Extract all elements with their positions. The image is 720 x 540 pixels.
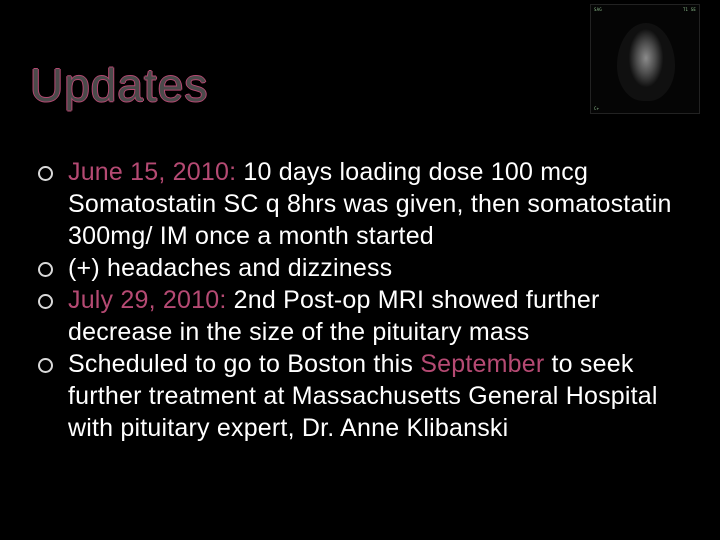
highlighted-text: June 15, 2010: xyxy=(68,158,236,186)
bullet-item: (+) headaches and dizziness xyxy=(36,252,690,284)
mri-thumbnail: SAG T1 SE C+ xyxy=(590,4,700,114)
body-text: Scheduled to go to Boston this xyxy=(68,350,420,378)
slide-body: June 15, 2010: 10 days loading dose 100 … xyxy=(36,156,690,444)
bullet-list: June 15, 2010: 10 days loading dose 100 … xyxy=(36,156,690,444)
mri-overlay-text: SAG xyxy=(594,7,602,12)
bullet-item: Scheduled to go to Boston this September… xyxy=(36,348,690,444)
slide-title: Updates xyxy=(30,58,208,112)
highlighted-text: September xyxy=(420,350,544,378)
body-text: (+) headaches and dizziness xyxy=(68,254,392,282)
bullet-item: June 15, 2010: 10 days loading dose 100 … xyxy=(36,156,690,252)
mri-overlay-text: C+ xyxy=(594,106,599,111)
mri-scan-image xyxy=(617,23,675,101)
bullet-item: July 29, 2010: 2nd Post-op MRI showed fu… xyxy=(36,284,690,348)
mri-overlay-text: T1 SE xyxy=(683,7,696,12)
highlighted-text: July 29, 2010: xyxy=(68,286,226,314)
